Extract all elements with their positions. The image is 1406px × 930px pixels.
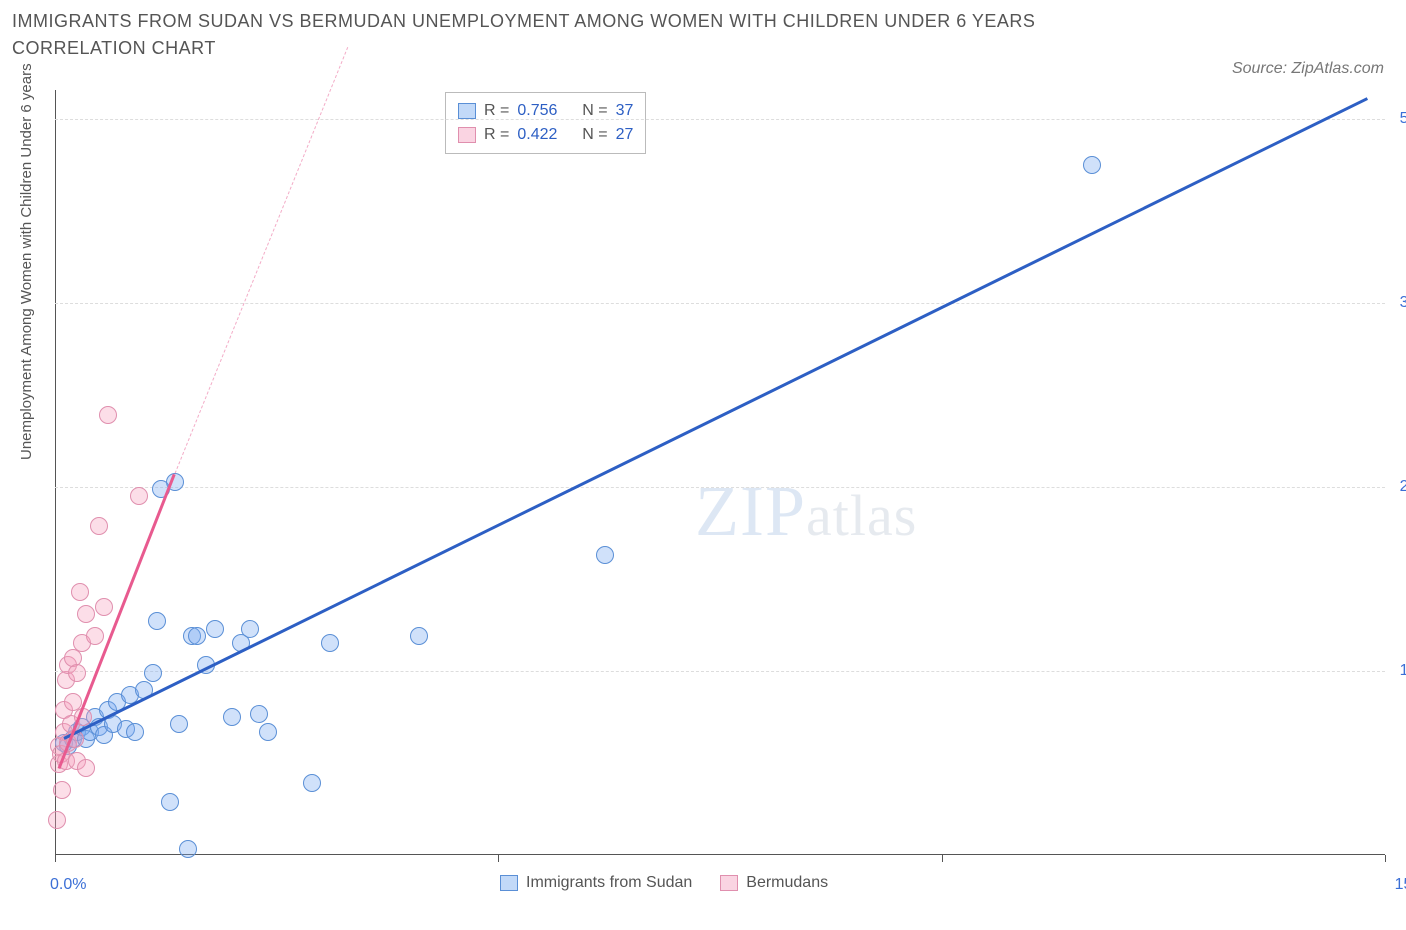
data-point <box>68 664 86 682</box>
data-point <box>48 811 66 829</box>
data-point <box>95 598 113 616</box>
swatch-blue-icon <box>500 875 518 891</box>
x-tick <box>1385 855 1386 862</box>
watermark-logo: ZIPatlas <box>695 470 917 553</box>
scatter-plot-area: ZIPatlas R = 0.756 N = 37 R = 0.422 N = … <box>55 90 1385 870</box>
data-point <box>596 546 614 564</box>
x-tick-label-max: 15.0% <box>1395 876 1406 894</box>
data-point <box>188 627 206 645</box>
data-point <box>53 781 71 799</box>
data-point <box>206 620 224 638</box>
gridline <box>55 487 1385 488</box>
y-tick-label: 12.5% <box>1400 662 1406 680</box>
stats-row-bermudans: R = 0.422 N = 27 <box>458 123 633 147</box>
data-point <box>250 705 268 723</box>
chart-title: IMMIGRANTS FROM SUDAN VS BERMUDAN UNEMPL… <box>12 8 1112 62</box>
data-point <box>161 793 179 811</box>
y-tick-label: 50.0% <box>1400 110 1406 128</box>
y-tick-label: 25.0% <box>1400 478 1406 496</box>
x-tick <box>55 855 56 862</box>
data-point <box>144 664 162 682</box>
data-point <box>90 517 108 535</box>
x-tick <box>942 855 943 862</box>
swatch-pink-icon <box>458 127 476 143</box>
x-tick <box>498 855 499 862</box>
x-axis <box>55 854 1385 855</box>
data-point <box>223 708 241 726</box>
gridline <box>55 119 1385 120</box>
legend-item-bermudans: Bermudans <box>720 874 828 892</box>
data-point <box>170 715 188 733</box>
gridline <box>55 303 1385 304</box>
data-point <box>126 723 144 741</box>
correlation-stats-box: R = 0.756 N = 37 R = 0.422 N = 27 <box>445 92 646 154</box>
data-point <box>321 634 339 652</box>
x-tick-label-min: 0.0% <box>50 876 86 894</box>
legend-bottom: Immigrants from Sudan Bermudans <box>500 874 828 892</box>
swatch-pink-icon <box>720 875 738 891</box>
swatch-blue-icon <box>458 103 476 119</box>
data-point <box>148 612 166 630</box>
legend-item-sudan: Immigrants from Sudan <box>500 874 692 892</box>
data-point <box>130 487 148 505</box>
data-point <box>259 723 277 741</box>
data-point <box>77 605 95 623</box>
data-point <box>303 774 321 792</box>
data-point <box>179 840 197 858</box>
y-axis-label: Unemployment Among Women with Children U… <box>18 63 35 460</box>
data-point <box>99 406 117 424</box>
gridline <box>55 671 1385 672</box>
trend-line <box>63 98 1368 741</box>
data-point <box>241 620 259 638</box>
data-point <box>77 759 95 777</box>
data-point <box>1083 156 1101 174</box>
data-point <box>71 583 89 601</box>
data-point <box>410 627 428 645</box>
data-point <box>86 627 104 645</box>
y-tick-label: 37.5% <box>1400 294 1406 312</box>
trend-line <box>174 46 348 473</box>
source-attribution: Source: ZipAtlas.com <box>1232 60 1384 78</box>
